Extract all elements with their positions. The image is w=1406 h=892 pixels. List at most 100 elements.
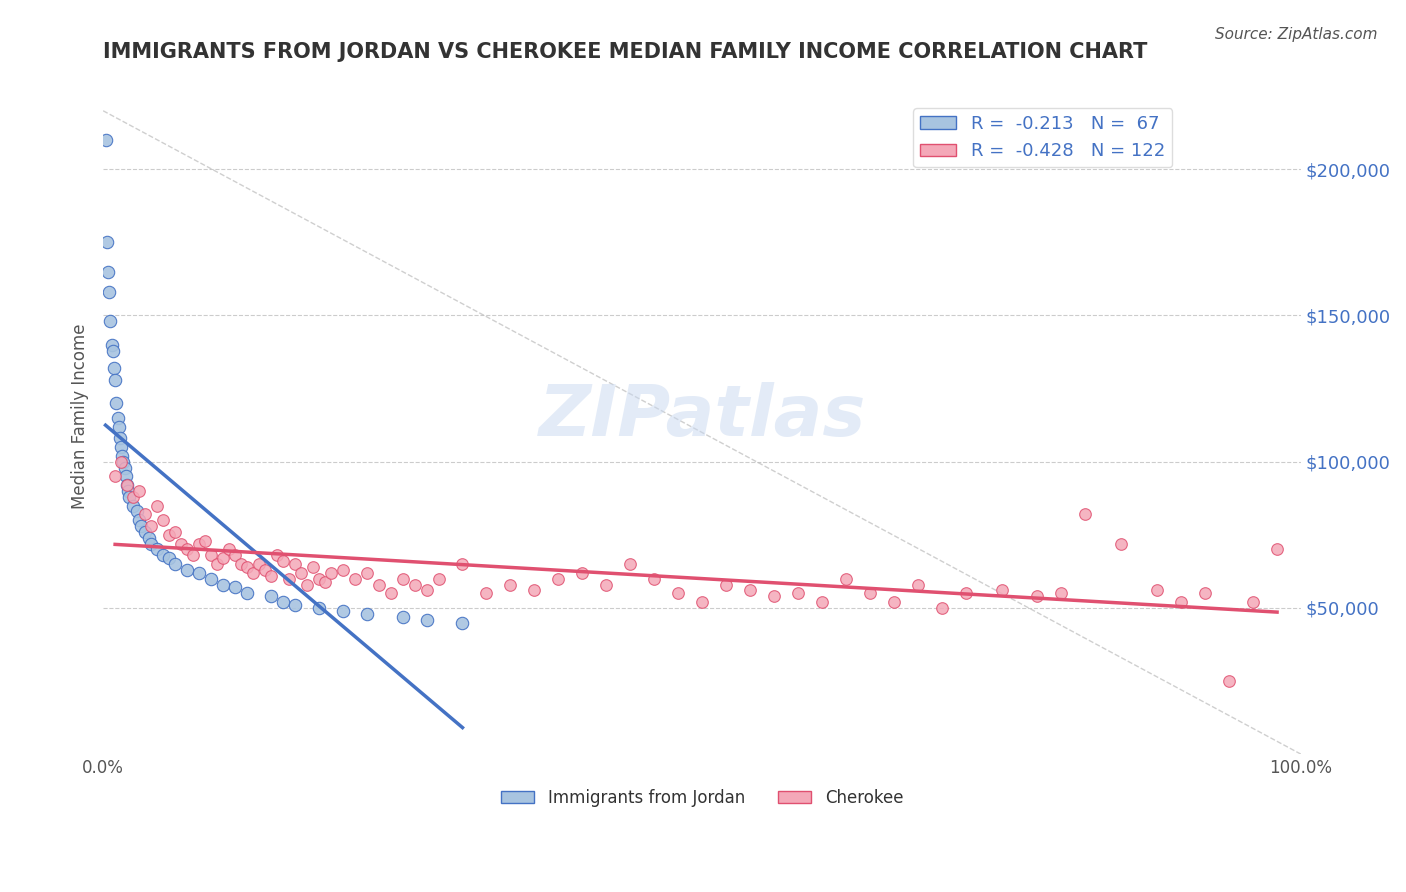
Text: IMMIGRANTS FROM JORDAN VS CHEROKEE MEDIAN FAMILY INCOME CORRELATION CHART: IMMIGRANTS FROM JORDAN VS CHEROKEE MEDIA…: [103, 42, 1147, 62]
Point: [690, 595, 713, 609]
Point: [619, 557, 641, 571]
Point: [308, 601, 330, 615]
Point: [332, 604, 354, 618]
Legend: Immigrants from Jordan, Cherokee: Immigrants from Jordan, Cherokee: [494, 782, 910, 814]
Point: [115, 478, 138, 492]
Point: [200, 572, 222, 586]
Point: [212, 551, 235, 566]
Point: [188, 536, 211, 550]
Point: [98, 285, 121, 299]
Point: [110, 455, 132, 469]
Point: [224, 581, 246, 595]
Point: [738, 583, 761, 598]
Point: [451, 615, 474, 630]
Point: [1146, 583, 1168, 598]
Point: [188, 566, 211, 580]
Point: [1074, 508, 1097, 522]
Point: [104, 373, 127, 387]
Point: [319, 566, 342, 580]
Point: [194, 533, 217, 548]
Point: [94, 133, 117, 147]
Point: [404, 577, 426, 591]
Point: [523, 583, 546, 598]
Point: [134, 508, 156, 522]
Point: [295, 577, 318, 591]
Point: [115, 478, 138, 492]
Point: [114, 460, 136, 475]
Point: [1241, 595, 1264, 609]
Point: [271, 595, 294, 609]
Point: [122, 490, 145, 504]
Point: [146, 542, 169, 557]
Point: [415, 613, 437, 627]
Point: [125, 504, 148, 518]
Point: [290, 566, 312, 580]
Point: [157, 551, 180, 566]
Point: [163, 557, 186, 571]
Point: [260, 589, 283, 603]
Text: Source: ZipAtlas.com: Source: ZipAtlas.com: [1215, 27, 1378, 42]
Point: [811, 595, 834, 609]
Point: [284, 598, 307, 612]
Point: [380, 586, 402, 600]
Point: [907, 577, 929, 591]
Point: [308, 572, 330, 586]
Point: [271, 554, 294, 568]
Point: [356, 566, 378, 580]
Point: [427, 572, 450, 586]
Point: [101, 343, 124, 358]
Point: [107, 410, 129, 425]
Point: [236, 560, 259, 574]
Point: [104, 469, 127, 483]
Point: [128, 483, 150, 498]
Point: [107, 419, 129, 434]
Point: [301, 560, 323, 574]
Point: [415, 583, 437, 598]
Point: [666, 586, 689, 600]
Point: [212, 577, 235, 591]
Point: [266, 549, 288, 563]
Point: [163, 524, 186, 539]
Point: [1194, 586, 1216, 600]
Point: [786, 586, 808, 600]
Point: [139, 536, 162, 550]
Point: [247, 557, 270, 571]
Point: [96, 235, 118, 250]
Point: [181, 549, 204, 563]
Point: [931, 601, 953, 615]
Point: [260, 569, 283, 583]
Point: [571, 566, 593, 580]
Point: [1170, 595, 1192, 609]
Point: [343, 572, 366, 586]
Point: [110, 440, 132, 454]
Point: [367, 577, 389, 591]
Point: [157, 528, 180, 542]
Point: [883, 595, 905, 609]
Point: [475, 586, 498, 600]
Point: [118, 490, 141, 504]
Point: [229, 557, 252, 571]
Point: [134, 524, 156, 539]
Point: [112, 455, 135, 469]
Point: [451, 557, 474, 571]
Point: [990, 583, 1012, 598]
Point: [97, 265, 120, 279]
Point: [103, 361, 125, 376]
Point: [236, 586, 259, 600]
Point: [242, 566, 264, 580]
Point: [100, 337, 122, 351]
Point: [105, 396, 128, 410]
Point: [98, 314, 121, 328]
Point: [762, 589, 785, 603]
Point: [1026, 589, 1049, 603]
Point: [547, 572, 569, 586]
Point: [284, 557, 307, 571]
Point: [146, 499, 169, 513]
Point: [176, 542, 198, 557]
Point: [643, 572, 665, 586]
Point: [111, 449, 134, 463]
Point: [499, 577, 522, 591]
Point: [391, 572, 413, 586]
Point: [356, 607, 378, 621]
Text: ZIPatlas: ZIPatlas: [538, 382, 866, 450]
